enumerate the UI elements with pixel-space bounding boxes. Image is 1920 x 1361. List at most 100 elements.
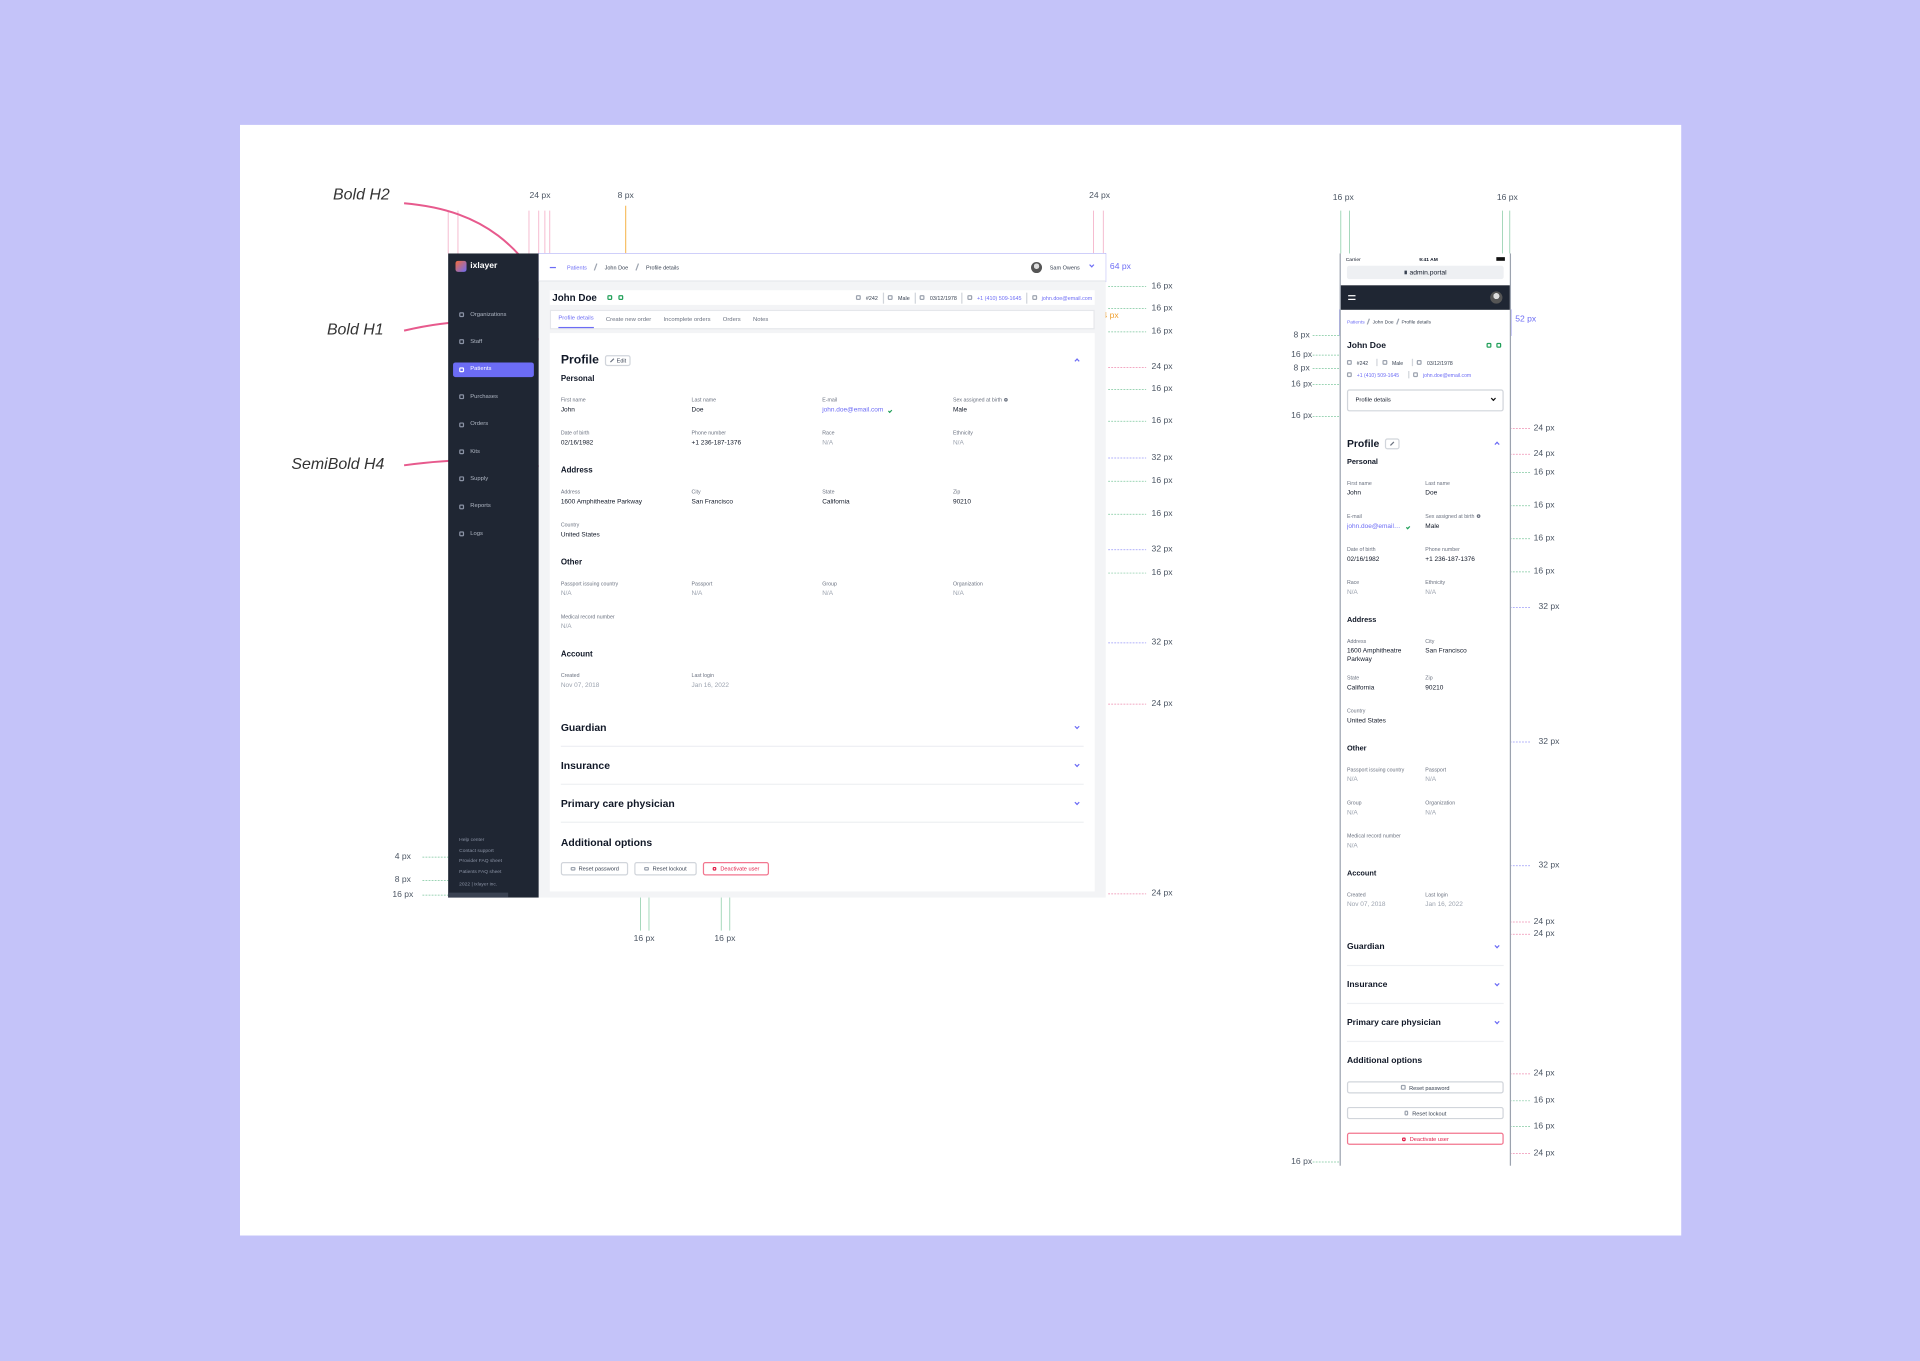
collapsible-row[interactable]: Insurance — [1346, 966, 1504, 1005]
nav-item[interactable]: Supply — [453, 472, 534, 487]
field-value: 02/16/1982 — [561, 440, 687, 449]
field-value: San Francisco — [1425, 648, 1498, 657]
footer-link[interactable]: Contact support — [459, 846, 494, 853]
tab-select[interactable]: Profile details — [1346, 389, 1504, 412]
collapsible-title: Insurance — [1346, 980, 1388, 989]
icon — [920, 295, 926, 301]
mobile-meta-row: #242 Male 03/12/1978 — [1346, 358, 1453, 367]
field-value-text: N/A — [1346, 842, 1358, 850]
field: Group N/A — [1347, 798, 1425, 822]
footer-link[interactable]: Provider FAQ sheet — [459, 857, 502, 864]
tab[interactable]: Create new order — [605, 316, 652, 323]
field: Created Nov 07, 2018 — [1347, 890, 1425, 914]
field-label-text: Ethnicity — [1425, 579, 1446, 586]
field-label-text: Date of birth — [560, 429, 590, 436]
nav-item[interactable]: Reports — [453, 499, 534, 514]
icon — [459, 531, 465, 537]
footer-link[interactable]: Help center — [459, 836, 485, 843]
chevron — [1074, 800, 1080, 807]
field-value-text[interactable]: john.doe@email.com — [822, 406, 884, 414]
field-label: Country — [561, 520, 687, 529]
breadcrumb-item: Profile details — [645, 263, 680, 271]
spacing-label: 64 px — [1109, 262, 1131, 272]
field-label: Medical record number — [561, 612, 687, 621]
spacing-label: 8 px — [1293, 331, 1310, 340]
lock-icon — [1404, 270, 1408, 274]
option-button[interactable]: Deactivate user — [1346, 1132, 1504, 1145]
breadcrumb-item[interactable]: Patients — [566, 263, 587, 271]
field-label: Group — [822, 579, 948, 588]
menu-button[interactable] — [1348, 295, 1356, 301]
nav-item[interactable]: Purchases — [453, 390, 534, 405]
field-grid: Created Nov 07, 2018 Last login Jan 16, 202… — [561, 671, 1084, 695]
nav-item[interactable]: Logs — [453, 527, 534, 542]
user-name[interactable]: Sam Owens — [1049, 263, 1080, 271]
option-button[interactable]: Reset password — [1346, 1081, 1504, 1094]
nav-label: Kits — [470, 448, 481, 455]
field-label-text: Passport — [691, 580, 713, 587]
nav-item[interactable]: Staff — [453, 335, 534, 350]
option-button[interactable]: Reset lockout — [634, 862, 697, 876]
info-icon — [1003, 397, 1009, 402]
field-grid: Address 1600 Amphitheatre Parkway City San … — [1347, 637, 1504, 731]
collapsible-row[interactable]: Guardian — [1346, 928, 1504, 967]
options-buttons: Reset password Reset lockout Deactivate us… — [560, 862, 1084, 876]
collapsible-row[interactable]: Primary care physician — [560, 785, 1084, 823]
field-label: Last name — [692, 396, 818, 405]
breadcrumb-item[interactable]: John Doe — [604, 263, 629, 271]
field-label: State — [1347, 673, 1420, 682]
chevron — [1494, 441, 1500, 448]
field-label: Last name — [1425, 479, 1498, 488]
field-label-text: Passport — [1425, 766, 1447, 773]
patient-email[interactable]: john.doe@email.com — [1422, 371, 1472, 378]
edit-button[interactable]: Edit — [605, 354, 632, 366]
breadcrumb-item[interactable]: Patients — [1346, 318, 1365, 325]
field-value-text: N/A — [822, 439, 834, 447]
option-button[interactable]: Reset password — [560, 862, 629, 876]
option-button[interactable]: Reset lockout — [1346, 1106, 1504, 1120]
profile-section: Other Passport issuing country N/A Passport… — [1347, 744, 1504, 855]
field-value: N/A — [1425, 809, 1498, 818]
collapsible-row[interactable]: Insurance — [560, 747, 1084, 785]
field-value-text[interactable]: john.doe@email.com — [1346, 522, 1401, 531]
nav-item[interactable]: Organizations — [453, 307, 534, 322]
meta-divider — [1376, 358, 1378, 367]
option-button-label: Reset lockout — [652, 865, 687, 872]
nav-label: Organizations — [470, 311, 507, 318]
field-value: N/A — [953, 590, 1079, 599]
chevron — [1494, 943, 1500, 950]
patient-id: #242 — [865, 294, 878, 301]
collapsible-row[interactable]: Guardian — [560, 709, 1084, 747]
profile-section: Account Created Nov 07, 2018 Last login Jan … — [561, 650, 1084, 695]
icon — [618, 295, 624, 301]
footer-link[interactable]: Patients FAQ sheet — [459, 868, 502, 875]
edit-button[interactable] — [1385, 437, 1400, 449]
field-label-text: E-mail — [822, 396, 838, 403]
tab[interactable]: Notes — [752, 316, 769, 323]
profile-section: Other Passport issuing country N/A Passport… — [561, 558, 1084, 636]
spacing-label: 16 px — [1291, 350, 1313, 360]
options-buttons: Reset password Reset lockout Deactivate us… — [1346, 1081, 1504, 1145]
breadcrumb-item[interactable]: John Doe — [1372, 318, 1394, 325]
nav-item[interactable]: Orders — [453, 417, 534, 432]
section-title: Address — [1346, 617, 1377, 625]
patient-email[interactable]: john.doe@email.com — [1041, 294, 1093, 301]
tab[interactable]: Profile details — [558, 311, 594, 329]
field-value-text: N/A — [822, 590, 834, 598]
tab[interactable]: Incomplete orders — [663, 316, 711, 323]
field-grid: Passport issuing country N/A Passport N/A Gr… — [561, 579, 1084, 637]
collapsible-row[interactable]: Primary care physician — [1346, 1004, 1504, 1043]
field-label-text: Country — [560, 521, 580, 528]
option-button[interactable]: Deactivate user — [702, 862, 770, 876]
field-label: Race — [1347, 578, 1420, 587]
icon — [570, 866, 575, 871]
nav-item[interactable]: Patients — [453, 362, 534, 377]
field-value: N/A — [561, 590, 687, 599]
nav-item[interactable]: Kits — [453, 444, 534, 459]
field-grid: First name John Last name Doe E-mail john.doe… — [561, 396, 1084, 454]
field-label-text: City — [691, 488, 701, 495]
field: Ethnicity N/A — [953, 429, 1084, 453]
tab[interactable]: Orders — [722, 316, 741, 323]
url-text: admin.portal — [1409, 268, 1447, 277]
